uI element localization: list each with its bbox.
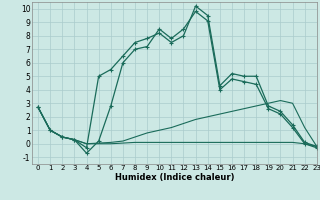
X-axis label: Humidex (Indice chaleur): Humidex (Indice chaleur) [115, 173, 234, 182]
